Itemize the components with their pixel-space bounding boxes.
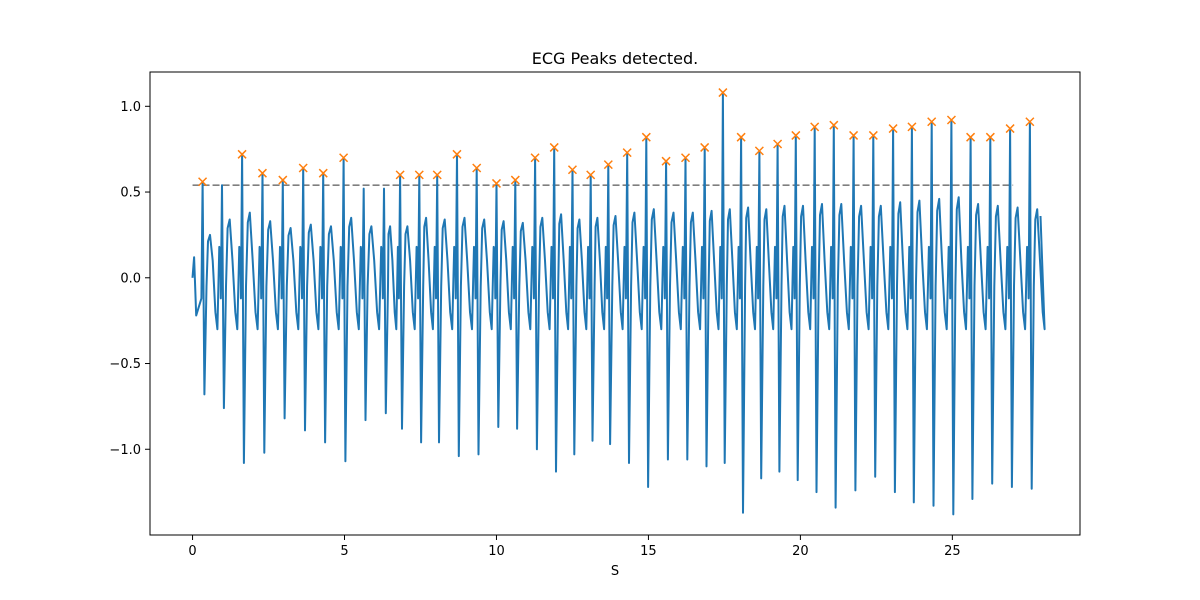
peak-marker-3 [278,175,288,185]
peak-marker-22 [680,153,691,163]
peak-marker-24 [718,88,728,98]
peak-marker-12 [491,178,502,188]
y-tick-label-2: 0.0 [120,271,141,286]
peak-marker-25 [736,132,746,142]
peak-marker-5 [318,168,328,178]
peak-marker-10 [452,149,462,159]
peak-marker-14 [530,153,540,163]
axes-ticks: 0 5 10 15 20 25 −1.0 −0.5 0.0 0.5 1.0 [109,100,960,559]
peak-marker-39 [1005,124,1015,134]
y-tick-label-4: 1.0 [120,100,141,115]
peak-marker-29 [810,122,820,132]
peak-marker-4 [298,163,308,173]
peak-marker-23 [700,142,710,152]
peak-marker-36 [946,115,956,125]
peak-marker-15 [549,142,559,152]
peak-marker-16 [567,165,577,175]
peak-marker-8 [414,170,424,180]
plot-frame [149,71,1081,536]
peak-marker-31 [849,130,859,140]
x-tick-label-0: 0 [188,544,196,559]
peak-marker-21 [661,156,671,166]
peak-marker-0 [198,177,208,187]
peak-marker-7 [395,170,405,180]
peak-marker-20 [641,132,651,142]
ecg-signal-line [191,91,1046,516]
peak-marker-13 [510,175,520,185]
y-tick-label-1: −0.5 [109,357,141,372]
peak-marker-30 [829,120,839,130]
peak-marker-17 [586,170,596,180]
peak-marker-2 [257,168,267,178]
peak-marker-38 [985,132,995,142]
x-tick-label-1: 5 [340,544,348,559]
peak-marker-28 [791,130,801,140]
peak-marker-37 [966,132,976,142]
peak-marker-40 [1025,117,1035,127]
plot-content [191,88,1046,516]
peak-marker-33 [888,124,898,134]
x-tick-label-5: 25 [944,544,961,559]
chart-title: ECG Peaks detected. [532,49,698,68]
peak-marker-32 [868,130,878,140]
peak-marker-9 [432,170,442,180]
x-tick-label-4: 20 [792,544,809,559]
peak-marker-27 [773,139,783,149]
peak-marker-18 [603,160,613,170]
x-tick-label-2: 10 [488,544,505,559]
peak-marker-34 [907,122,917,132]
peak-marker-19 [622,148,632,158]
peak-marker-35 [927,117,937,127]
peak-marker-11 [472,163,482,173]
y-tick-label-0: −1.0 [109,443,141,458]
peak-marker-1 [237,149,247,159]
peak-marker-26 [754,146,764,156]
x-axis-label: S [611,564,619,579]
y-tick-label-3: 0.5 [120,186,141,201]
x-tick-label-3: 15 [640,544,657,559]
peak-marker-6 [339,153,349,163]
